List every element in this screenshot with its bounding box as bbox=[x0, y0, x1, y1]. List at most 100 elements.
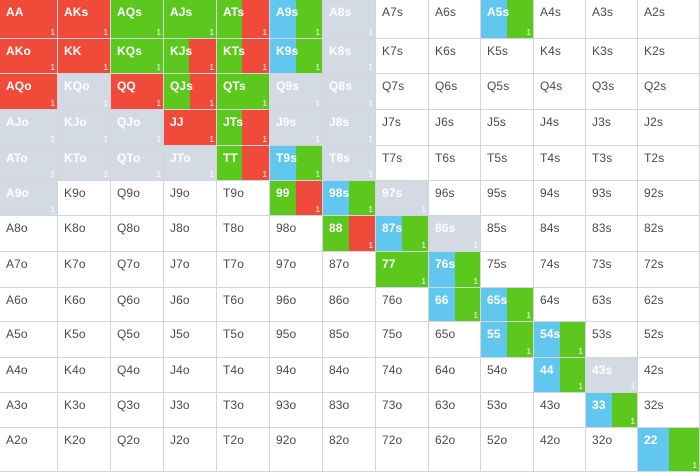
hand-cell-83s[interactable]: 83s bbox=[586, 216, 638, 252]
hand-cell-98o[interactable]: 98o bbox=[270, 216, 323, 252]
hand-cell-99[interactable]: 99 1 bbox=[270, 181, 323, 216]
hand-cell-ato[interactable]: ATo 1 bbox=[0, 146, 58, 181]
hand-cell-a3s[interactable]: A3s bbox=[586, 0, 638, 39]
hand-cell-a4s[interactable]: A4s bbox=[534, 0, 586, 39]
hand-cell-tt[interactable]: TT 1 bbox=[217, 146, 270, 181]
hand-cell-j9s[interactable]: J9s 1 bbox=[270, 110, 323, 146]
hand-cell-a9s[interactable]: A9s 1 bbox=[270, 0, 323, 39]
hand-cell-87o[interactable]: 87o bbox=[323, 252, 376, 288]
hand-cell-k5s[interactable]: K5s bbox=[481, 39, 534, 74]
hand-cell-k9s[interactable]: K9s 1 bbox=[270, 39, 323, 74]
hand-cell-t3o[interactable]: T3o bbox=[217, 393, 270, 428]
hand-cell-kto[interactable]: KTo 1 bbox=[58, 146, 111, 181]
hand-cell-32s[interactable]: 32s bbox=[638, 393, 700, 428]
hand-cell-a3o[interactable]: A3o bbox=[0, 393, 58, 428]
hand-cell-92o[interactable]: 92o bbox=[270, 428, 323, 472]
hand-cell-t4s[interactable]: T4s bbox=[534, 146, 586, 181]
hand-cell-j8s[interactable]: J8s 1 bbox=[323, 110, 376, 146]
hand-cell-97o[interactable]: 97o bbox=[270, 252, 323, 288]
hand-cell-53s[interactable]: 53s bbox=[586, 322, 638, 358]
hand-cell-aa[interactable]: AA 1 bbox=[0, 0, 58, 39]
hand-cell-k4s[interactable]: K4s bbox=[534, 39, 586, 74]
hand-cell-k8s[interactable]: K8s 1 bbox=[323, 39, 376, 74]
hand-cell-42s[interactable]: 42s bbox=[638, 358, 700, 393]
hand-cell-a7o[interactable]: A7o bbox=[0, 252, 58, 288]
hand-cell-a9o[interactable]: A9o 1 bbox=[0, 181, 58, 216]
hand-cell-72o[interactable]: 72o bbox=[376, 428, 429, 472]
hand-cell-93o[interactable]: 93o bbox=[270, 393, 323, 428]
hand-cell-63o[interactable]: 63o bbox=[429, 393, 481, 428]
hand-cell-aks[interactable]: AKs 1 bbox=[58, 0, 111, 39]
hand-cell-t4o[interactable]: T4o bbox=[217, 358, 270, 393]
hand-cell-86o[interactable]: 86o bbox=[323, 288, 376, 322]
hand-cell-j6s[interactable]: J6s bbox=[429, 110, 481, 146]
hand-cell-94o[interactable]: 94o bbox=[270, 358, 323, 393]
hand-cell-ajo[interactable]: AJo 1 bbox=[0, 110, 58, 146]
hand-cell-95s[interactable]: 95s bbox=[481, 181, 534, 216]
hand-cell-j5o[interactable]: J5o bbox=[164, 322, 217, 358]
hand-cell-95o[interactable]: 95o bbox=[270, 322, 323, 358]
hand-cell-a7s[interactable]: A7s bbox=[376, 0, 429, 39]
hand-cell-q4o[interactable]: Q4o bbox=[111, 358, 164, 393]
hand-cell-aqs[interactable]: AQs 1 bbox=[111, 0, 164, 39]
hand-cell-88[interactable]: 88 1 bbox=[323, 216, 376, 252]
hand-cell-jts[interactable]: JTs 1 bbox=[217, 110, 270, 146]
hand-cell-64s[interactable]: 64s bbox=[534, 288, 586, 322]
hand-cell-t8s[interactable]: T8s 1 bbox=[323, 146, 376, 181]
hand-cell-qjs[interactable]: QJs 1 bbox=[164, 74, 217, 110]
hand-cell-84s[interactable]: 84s bbox=[534, 216, 586, 252]
hand-cell-53o[interactable]: 53o bbox=[481, 393, 534, 428]
hand-cell-k7s[interactable]: K7s bbox=[376, 39, 429, 74]
hand-cell-33[interactable]: 33 1 bbox=[586, 393, 638, 428]
hand-cell-44[interactable]: 44 1 bbox=[534, 358, 586, 393]
hand-cell-t9o[interactable]: T9o bbox=[217, 181, 270, 216]
hand-cell-q5s[interactable]: Q5s bbox=[481, 74, 534, 110]
hand-cell-j3s[interactable]: J3s bbox=[586, 110, 638, 146]
hand-cell-j9o[interactable]: J9o bbox=[164, 181, 217, 216]
hand-cell-74o[interactable]: 74o bbox=[376, 358, 429, 393]
hand-cell-q9s[interactable]: Q9s 1 bbox=[270, 74, 323, 110]
hand-cell-ajs[interactable]: AJs 1 bbox=[164, 0, 217, 39]
hand-cell-aqo[interactable]: AQo 1 bbox=[0, 74, 58, 110]
hand-cell-kk[interactable]: KK 1 bbox=[58, 39, 111, 74]
hand-cell-t9s[interactable]: T9s 1 bbox=[270, 146, 323, 181]
hand-cell-a6o[interactable]: A6o bbox=[0, 288, 58, 322]
hand-cell-t6o[interactable]: T6o bbox=[217, 288, 270, 322]
hand-cell-t8o[interactable]: T8o bbox=[217, 216, 270, 252]
hand-cell-kjo[interactable]: KJo 1 bbox=[58, 110, 111, 146]
hand-cell-kqs[interactable]: KQs 1 bbox=[111, 39, 164, 74]
hand-cell-43s[interactable]: 43s 1 bbox=[586, 358, 638, 393]
hand-cell-55[interactable]: 55 1 bbox=[481, 322, 534, 358]
hand-cell-64o[interactable]: 64o bbox=[429, 358, 481, 393]
hand-cell-93s[interactable]: 93s bbox=[586, 181, 638, 216]
hand-cell-a8s[interactable]: A8s 1 bbox=[323, 0, 376, 39]
hand-cell-77[interactable]: 77 1 bbox=[376, 252, 429, 288]
hand-cell-ats[interactable]: ATs 1 bbox=[217, 0, 270, 39]
hand-cell-t5s[interactable]: T5s bbox=[481, 146, 534, 181]
hand-cell-96s[interactable]: 96s bbox=[429, 181, 481, 216]
hand-cell-85s[interactable]: 85s bbox=[481, 216, 534, 252]
hand-cell-t5o[interactable]: T5o bbox=[217, 322, 270, 358]
hand-cell-t2s[interactable]: T2s bbox=[638, 146, 700, 181]
hand-cell-k4o[interactable]: K4o bbox=[58, 358, 111, 393]
hand-cell-a5s[interactable]: A5s 1 bbox=[481, 0, 534, 39]
hand-cell-82o[interactable]: 82o bbox=[323, 428, 376, 472]
hand-cell-q7o[interactable]: Q7o bbox=[111, 252, 164, 288]
hand-cell-62s[interactable]: 62s bbox=[638, 288, 700, 322]
hand-cell-63s[interactable]: 63s bbox=[586, 288, 638, 322]
hand-cell-t7o[interactable]: T7o bbox=[217, 252, 270, 288]
hand-cell-q3o[interactable]: Q3o bbox=[111, 393, 164, 428]
hand-cell-k2o[interactable]: K2o bbox=[58, 428, 111, 472]
hand-cell-a8o[interactable]: A8o bbox=[0, 216, 58, 252]
hand-cell-52s[interactable]: 52s bbox=[638, 322, 700, 358]
hand-cell-qq[interactable]: QQ 1 bbox=[111, 74, 164, 110]
hand-cell-97s[interactable]: 97s 1 bbox=[376, 181, 429, 216]
hand-cell-q2s[interactable]: Q2s bbox=[638, 74, 700, 110]
hand-cell-54o[interactable]: 54o bbox=[481, 358, 534, 393]
hand-cell-t6s[interactable]: T6s bbox=[429, 146, 481, 181]
hand-cell-q8s[interactable]: Q8s 1 bbox=[323, 74, 376, 110]
hand-cell-kts[interactable]: KTs 1 bbox=[217, 39, 270, 74]
hand-cell-j4o[interactable]: J4o bbox=[164, 358, 217, 393]
hand-cell-kjs[interactable]: KJs 1 bbox=[164, 39, 217, 74]
hand-cell-k2s[interactable]: K2s bbox=[638, 39, 700, 74]
